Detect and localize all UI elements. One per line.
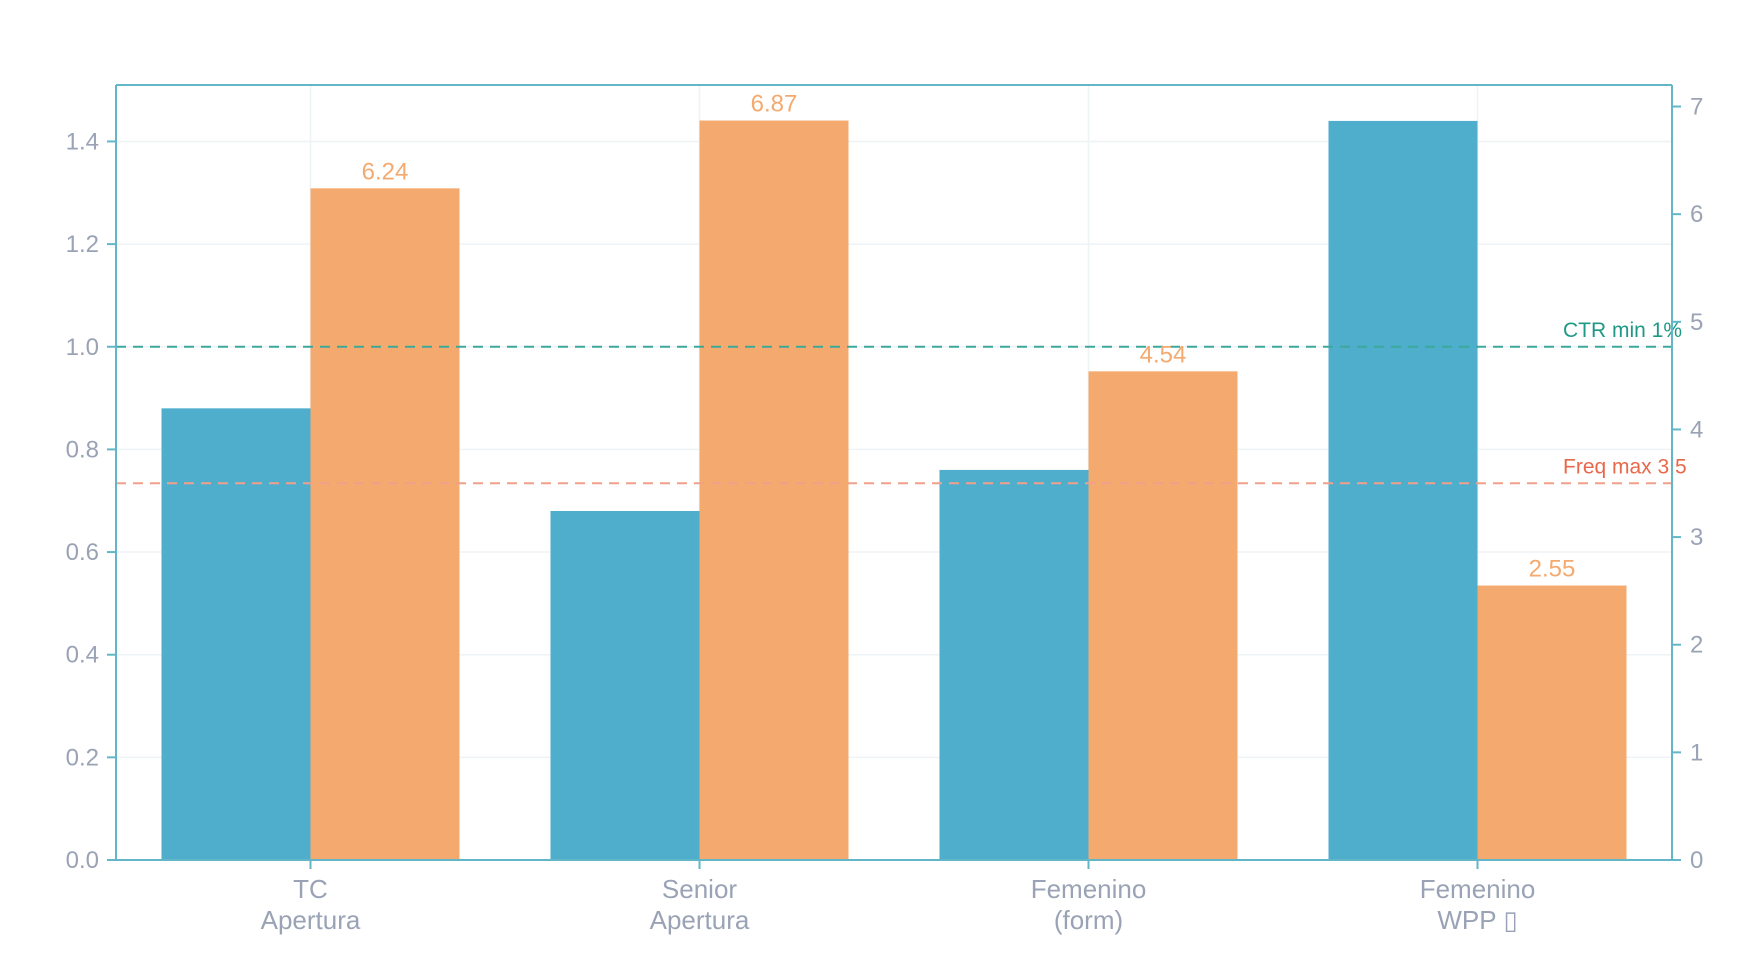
tick-label-right: 3: [1690, 524, 1703, 551]
category-label: TC: [293, 874, 328, 904]
category-label: Senior: [662, 874, 737, 904]
tick-label-left: 0.8: [66, 436, 99, 463]
bar-freq: [699, 120, 849, 861]
tick-label-left: 0.0: [66, 847, 99, 874]
bar-freq: [1088, 371, 1238, 860]
data-label-freq: 6.87: [751, 91, 798, 118]
tick-label-right: 4: [1690, 416, 1703, 443]
tick-label-right: 0: [1690, 847, 1703, 874]
tick-label-left: 0.6: [66, 539, 99, 566]
tick-label-left: 1.4: [66, 128, 99, 155]
bar-ctr: [550, 510, 700, 860]
tick-label-right: 6: [1690, 201, 1703, 228]
data-label-freq: 2.55: [1529, 556, 1576, 583]
tick-label-right: 7: [1690, 94, 1703, 121]
bar-ctr: [161, 408, 311, 860]
category-label: (form): [1054, 905, 1123, 935]
category-label: Apertura: [261, 905, 361, 935]
tick-label-right: 5: [1690, 309, 1703, 336]
bar-ctr: [939, 469, 1089, 860]
category-label: Femenino: [1031, 874, 1147, 904]
tick-label-left: 0.4: [66, 642, 99, 669]
category-label: Apertura: [650, 905, 750, 935]
bar-freq: [310, 188, 460, 861]
tick-label-left: 1.0: [66, 334, 99, 361]
tick-label-left: 1.2: [66, 231, 99, 258]
data-label-freq: 6.24: [362, 158, 409, 185]
bar-ctr: [1328, 120, 1478, 861]
reference-line-label: Freq max 3.5: [1563, 455, 1687, 478]
category-label: Femenino: [1420, 874, 1536, 904]
data-label-freq: 4.54: [1140, 341, 1187, 368]
tick-label-right: 1: [1690, 739, 1703, 766]
tick-label-left: 0.2: [66, 744, 99, 771]
category-label: WPP ▯: [1437, 905, 1517, 935]
bar-freq: [1477, 585, 1627, 860]
reference-line-label: CTR min 1%: [1563, 319, 1682, 342]
tick-label-right: 2: [1690, 632, 1703, 659]
